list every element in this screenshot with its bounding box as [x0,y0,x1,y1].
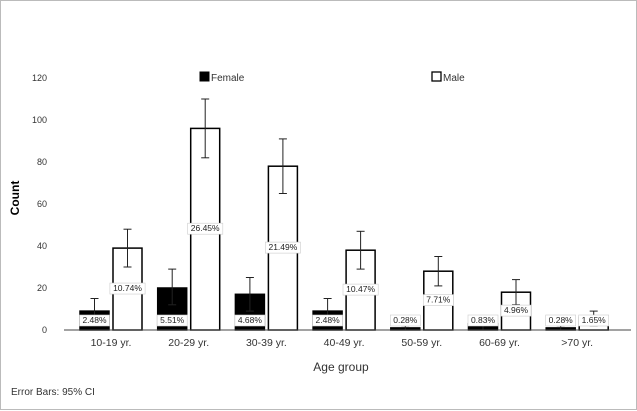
data-label: 0.83% [471,315,496,325]
data-label-box [187,222,224,235]
data-label-box [234,314,266,327]
y-tick-label: 100 [32,115,47,125]
x-tick-label: >70 yr. [561,337,593,349]
data-label: 7.71% [426,295,451,305]
x-tick-label: 40-49 yr. [324,337,365,349]
x-tick-label: 30-39 yr. [246,337,287,349]
data-label: 0.28% [393,315,418,325]
data-label: 10.74% [113,283,142,293]
y-tick-label: 120 [32,73,47,83]
data-label-box [422,294,454,306]
data-label-box [467,314,499,327]
data-label: 4.68% [238,315,263,325]
y-tick-label: 60 [37,199,47,209]
data-label: 21.49% [268,242,297,252]
data-label: 0.28% [549,315,574,325]
data-label: 26.45% [191,223,220,233]
data-label-box [500,304,532,317]
x-tick-label: 10-19 yr. [91,337,132,349]
data-label: 5.51% [160,315,185,325]
data-label-box [389,314,421,327]
data-label: 4.96% [504,305,529,315]
y-tick-label: 40 [37,241,47,251]
data-label: 2.48% [316,315,341,325]
data-label-box [545,314,577,327]
data-label: 1.65% [582,315,607,325]
x-axis-label: Age group [313,360,369,374]
data-label-box [264,241,301,254]
y-axis-label: Count [8,181,22,216]
data-label-box [109,282,146,295]
legend: Female Male [199,71,465,84]
data-label-box [156,314,188,327]
y-tick-label: 80 [37,157,47,167]
legend-swatch-female [199,71,210,82]
legend-label-male: Male [443,73,465,84]
x-tick-label: 20-29 yr. [168,337,209,349]
x-tick-label: 50-59 yr. [401,337,442,349]
data-label: 10.47% [346,284,375,294]
legend-label-female: Female [211,73,245,84]
x-tick-label: 60-69 yr. [479,337,520,349]
legend-swatch-male [431,71,442,82]
y-tick-label: 20 [37,283,47,293]
footnote: Error Bars: 95% CI [11,387,95,398]
y-tick-label: 0 [42,325,47,335]
data-label-box [312,314,343,327]
data-label-box [578,314,610,327]
data-label: 2.48% [82,315,107,325]
data-label-box [79,314,110,327]
data-label-box [342,283,379,296]
